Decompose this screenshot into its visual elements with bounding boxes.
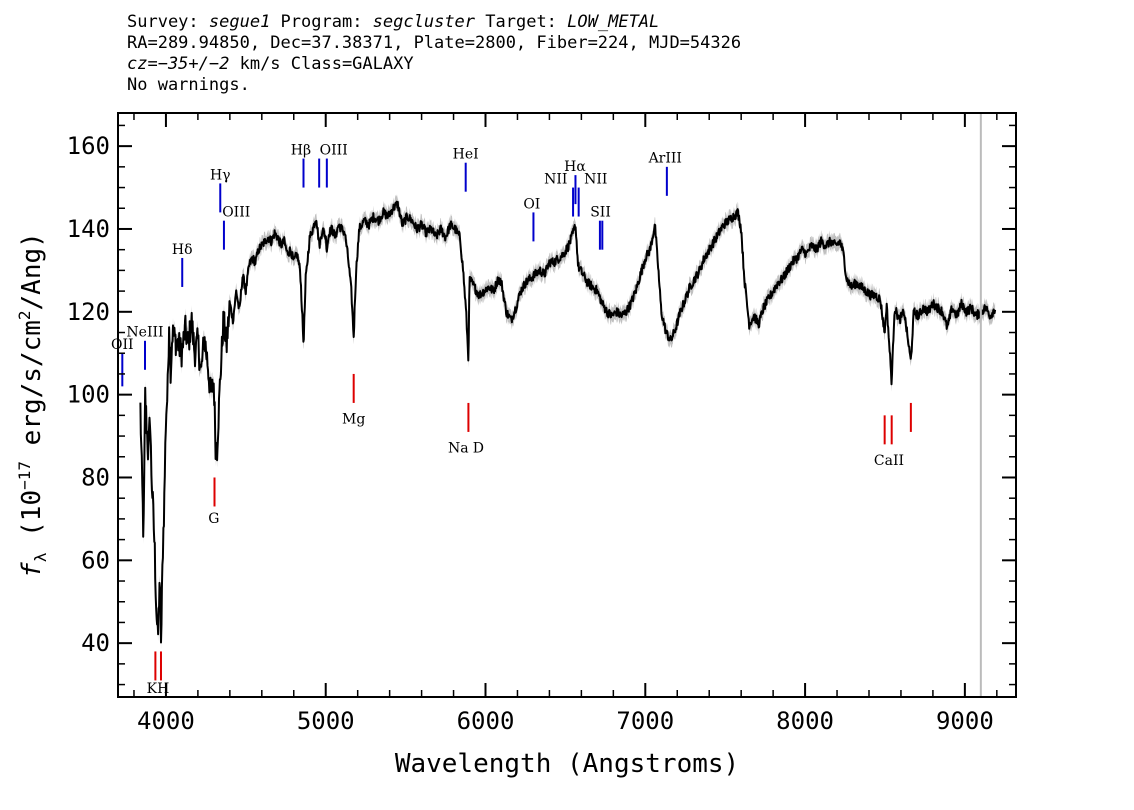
flux-series (139, 200, 997, 644)
emission-label: Hδ (172, 242, 193, 258)
emission-label: HeI (453, 147, 479, 163)
class-value: km/s Class=GALAXY (229, 54, 414, 74)
survey-value: segue1 (208, 12, 271, 32)
program-label: Program: (270, 12, 373, 32)
y-title-close: /Ang) (17, 232, 47, 310)
header-line-redshift: cz=−35+/−2 km/s Class=GALAXY (127, 54, 741, 75)
x-tick-label: 8000 (776, 707, 834, 735)
absorption-label: KH (147, 681, 170, 697)
x-tick-label: 4000 (137, 707, 195, 735)
emission-label: OII (111, 337, 134, 353)
emission-label: NII (584, 171, 607, 187)
emission-label: OIII (222, 205, 250, 221)
error-band (140, 194, 996, 651)
header-line-coordinates: RA=289.94850, Dec=37.38371, Plate=2800, … (127, 33, 742, 53)
plot-frame (117, 112, 1017, 698)
y-tick-label: 80 (81, 463, 110, 491)
absorption-label: Mg (342, 412, 365, 428)
absorption-label: D (473, 441, 484, 457)
spectrum-header: Survey: segue1 Program: segcluster Targe… (127, 12, 741, 96)
y-tick-label: 60 (81, 546, 110, 574)
program-value: segcluster (372, 12, 476, 32)
absorption-label: Na (448, 441, 469, 457)
x-tick-label: 5000 (297, 707, 355, 735)
cz-value: cz=−35+/−2 (127, 54, 230, 74)
plot-border (117, 112, 1017, 698)
emission-label: NeIII (126, 325, 163, 341)
emission-label: NII (544, 171, 567, 187)
y-tick-label: 40 (81, 629, 110, 657)
header-line-warnings: No warnings. (127, 75, 250, 95)
survey-label: Survey: (127, 12, 209, 32)
y-title-exp: −17 (15, 461, 34, 490)
y-tick-label: 140 (67, 215, 110, 243)
target-label: Target: (475, 12, 568, 32)
emission-label: OIII (320, 142, 348, 158)
y-tick-label: 120 (67, 298, 110, 326)
y-title-f: f (17, 562, 47, 578)
y-title-lambda: λ (31, 552, 50, 562)
y-title-units: erg/s/cm (17, 320, 47, 461)
y-axis-title: fλ (10−17 erg/s/cm2/Ang) (15, 232, 50, 578)
absorption-label: CaII (874, 453, 904, 469)
y-title-sq: 2 (15, 310, 34, 320)
y-title-open: (10 (17, 490, 47, 553)
target-value: LOW_METAL (567, 12, 660, 32)
x-axis-title: Wavelength (Angstroms) (395, 749, 739, 779)
emission-label: OI (523, 196, 540, 212)
emission-label: Hγ (210, 167, 231, 183)
emission-label: ArIII (648, 151, 682, 167)
x-tick-label: 7000 (616, 707, 674, 735)
absorption-label: G (208, 511, 219, 527)
emission-label: SII (590, 205, 611, 221)
header-line-survey: Survey: segue1 Program: segcluster Targe… (127, 12, 741, 33)
error-band-area (140, 194, 996, 651)
y-tick-label: 100 (67, 381, 110, 409)
emission-label: Hβ (291, 142, 311, 158)
flux-line (139, 200, 997, 644)
axis-ticks: 4000 5000 6000 7000 8000 9000 40 60 80 100 120 140 1… (67, 113, 1016, 735)
emission-label: Hα (564, 159, 586, 175)
y-tick-label: 160 (67, 132, 110, 160)
x-tick-label: 9000 (936, 707, 994, 735)
x-tick-label: 6000 (457, 707, 515, 735)
